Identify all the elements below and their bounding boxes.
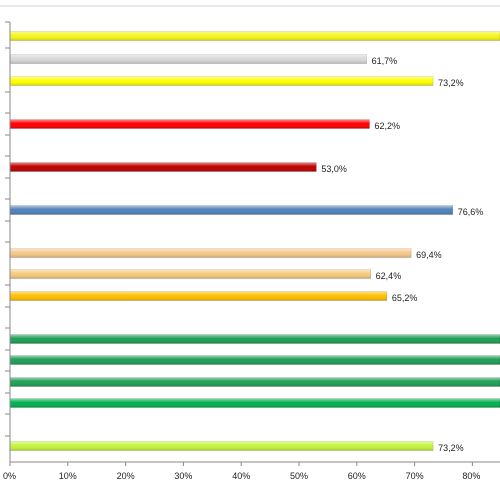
x-tick-label-5: 40% xyxy=(232,471,250,481)
bar-11-shading xyxy=(10,355,500,365)
data-label-3: 73,2% xyxy=(438,78,464,88)
bar-12-shading xyxy=(10,377,500,387)
x-tick-label-8: 70% xyxy=(406,471,424,481)
bar-1-shading xyxy=(10,31,500,41)
bar-8-shading xyxy=(10,269,371,279)
bar-6-shading xyxy=(10,205,453,215)
x-axis-ticks: 0% 10% 20% 30% 40% 50% 60% 70% 80% xyxy=(3,462,480,481)
data-label-9: 65,2% xyxy=(392,293,418,303)
data-label-8: 62,4% xyxy=(376,271,402,281)
x-tick-label-3: 20% xyxy=(117,471,135,481)
data-label-5: 53,0% xyxy=(321,164,347,174)
bar-13-shading xyxy=(10,398,500,408)
x-tick-label-9: 80% xyxy=(462,471,480,481)
data-label-14: 73,2% xyxy=(438,443,464,453)
x-tick-label-7: 60% xyxy=(348,471,366,481)
data-label-2: 61,7% xyxy=(372,56,398,66)
x-tick-label-4: 30% xyxy=(174,471,192,481)
y-tick-marks xyxy=(5,21,10,437)
data-label-6: 76,6% xyxy=(458,207,484,217)
bar-3-shading xyxy=(10,76,434,86)
data-label-4: 62,2% xyxy=(375,121,401,131)
x-tick-label-2: 10% xyxy=(59,471,77,481)
x-tick-label-1: 0% xyxy=(3,471,16,481)
bar-9-shading xyxy=(10,291,387,301)
x-tick-label-6: 50% xyxy=(290,471,308,481)
data-label-7: 69,4% xyxy=(416,250,442,260)
bar-10-shading xyxy=(10,334,500,344)
bar-2-shading xyxy=(10,54,367,64)
bar-4-shading xyxy=(10,119,370,129)
bar-14-shading xyxy=(10,441,434,451)
data-labels-layer: 61,7% 73,2% 62,2% 53,0% 76,6% 69,4% 62,4% 65,2%… xyxy=(321,56,483,453)
bars-layer xyxy=(9,31,500,451)
bar-7-shading xyxy=(10,248,412,258)
bar-5-shading xyxy=(10,162,317,172)
